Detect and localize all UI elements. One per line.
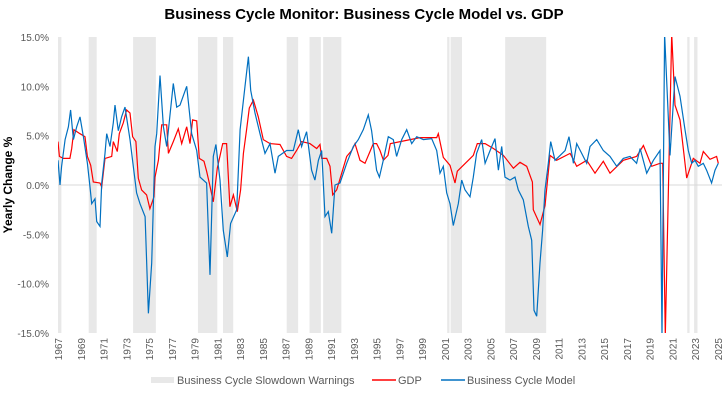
legend-label-gdp: GDP — [398, 375, 422, 387]
x-tick-label: 1991 — [327, 338, 338, 361]
x-tick-label: 1985 — [259, 338, 270, 361]
x-tick-label: 1997 — [395, 338, 406, 361]
legend-label-model: Business Cycle Model — [467, 375, 575, 387]
x-tick-label: 2011 — [555, 338, 566, 360]
legend-swatch-warnings — [151, 377, 174, 383]
y-tick-label: -15.0% — [17, 329, 49, 340]
x-tick-label: 1999 — [418, 338, 429, 361]
x-tick-label: 2001 — [441, 338, 452, 361]
legend: Business Cycle Slowdown Warnings GDP Bus… — [151, 375, 575, 387]
x-tick-label: 2007 — [509, 338, 520, 361]
y-ticks: 15.0% 10.0% 5.0% 0.0% -5.0% -10.0% -15.0% — [17, 33, 49, 340]
x-tick-label: 1973 — [122, 338, 133, 361]
x-tick-label: 1967 — [54, 338, 65, 361]
x-tick-label: 1979 — [191, 338, 202, 361]
business-cycle-model-line — [58, 37, 719, 333]
y-tick-label: 10.0% — [21, 82, 49, 93]
x-tick-label: 1983 — [236, 338, 247, 361]
y-tick-label: 5.0% — [26, 132, 49, 143]
y-axis-label: Yearly Change % — [1, 136, 15, 233]
legend-label-warnings: Business Cycle Slowdown Warnings — [177, 375, 355, 387]
x-tick-label: 1993 — [350, 338, 361, 361]
x-tick-label: 2013 — [577, 338, 588, 361]
x-tick-label: 1975 — [145, 338, 156, 361]
x-tick-label: 1977 — [168, 338, 179, 361]
y-tick-label: -10.0% — [17, 280, 49, 291]
x-tick-label: 1971 — [100, 338, 111, 361]
x-tick-label: 2009 — [532, 338, 543, 361]
x-tick-label: 2017 — [623, 338, 634, 361]
x-tick-label: 1969 — [77, 338, 88, 361]
x-tick-label: 2005 — [486, 338, 497, 361]
x-tick-label: 2025 — [714, 338, 725, 361]
x-tick-label: 2015 — [600, 338, 611, 361]
chart-title: Business Cycle Monitor: Business Cycle M… — [164, 6, 563, 23]
y-tick-label: -5.0% — [23, 230, 49, 241]
x-tick-label: 2003 — [464, 338, 475, 361]
x-tick-label: 1987 — [282, 338, 293, 361]
x-tick-label: 2021 — [668, 338, 679, 361]
x-tick-label: 1989 — [304, 338, 315, 361]
y-tick-label: 15.0% — [21, 33, 49, 44]
x-tick-label: 1981 — [213, 338, 224, 361]
y-tick-label: 0.0% — [26, 181, 49, 192]
x-ticks: 1967 1969 1971 1973 1975 1977 1979 1981 1983 1985… — [54, 338, 725, 361]
x-tick-label: 1995 — [373, 338, 384, 361]
x-tick-label: 2019 — [646, 338, 657, 361]
x-tick-label: 2023 — [691, 338, 702, 361]
